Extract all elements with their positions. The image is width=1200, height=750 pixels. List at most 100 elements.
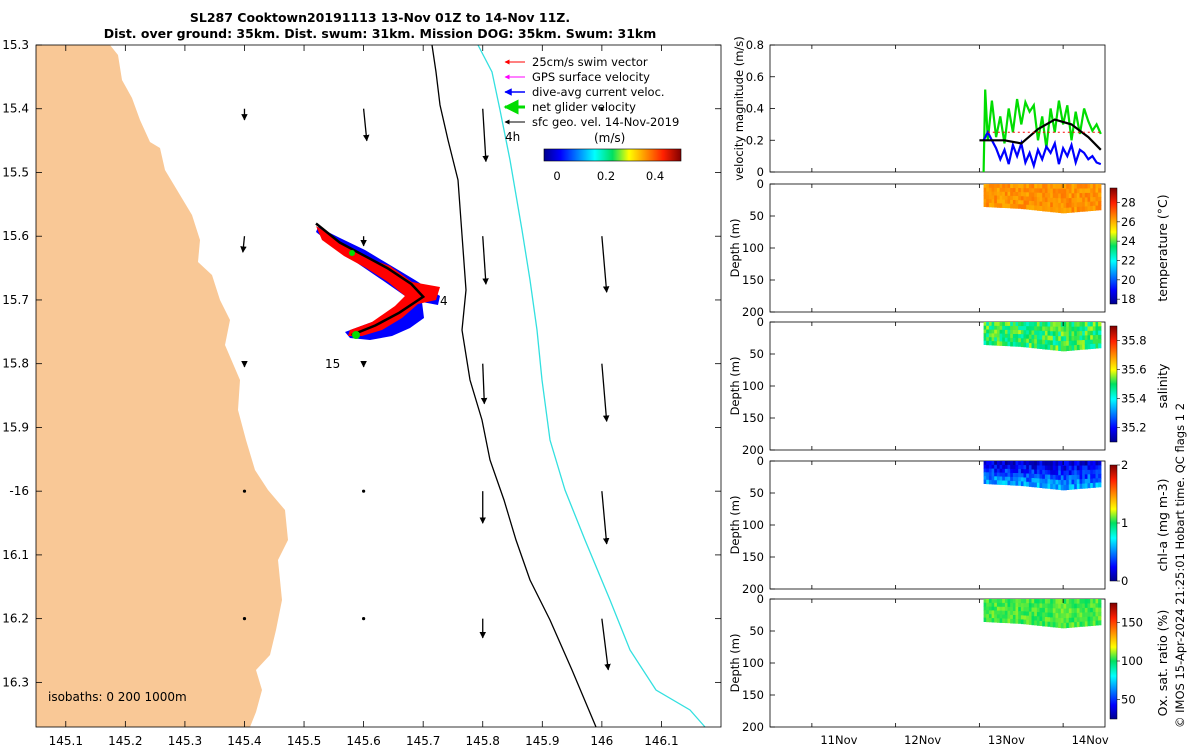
- profile-cell: [1079, 340, 1083, 346]
- profile-cell: [1002, 203, 1006, 208]
- profile-cell: [1012, 188, 1017, 193]
- colorbar-tick-label: 35.6: [1121, 363, 1147, 377]
- profile-cell: [1007, 480, 1011, 486]
- profile-cell: [1036, 607, 1041, 613]
- profile-cell: [1082, 184, 1086, 190]
- profile-cell: [1066, 470, 1070, 476]
- profile-cell: [1076, 470, 1081, 476]
- y-tick-label: 200: [742, 305, 764, 319]
- y-tick-label: -16: [9, 484, 29, 498]
- profile-cell: [1007, 461, 1011, 466]
- profile-cell: [1031, 196, 1035, 202]
- profile-cell: [1063, 203, 1067, 209]
- profile-cell: [1090, 197, 1094, 203]
- profile-cell: [991, 476, 995, 481]
- profile-cell: [996, 476, 1001, 481]
- y-tick-label: 0.4: [746, 102, 764, 116]
- profile-cell: [1076, 206, 1081, 213]
- profile-cell: [1087, 612, 1091, 618]
- profile-cell: [1082, 193, 1086, 199]
- profile-cell: [994, 606, 998, 612]
- profile-cell: [1023, 200, 1027, 206]
- profile-cell: [1098, 465, 1102, 471]
- legend-label: net glider velocity: [532, 100, 636, 114]
- profile-cell: [1004, 468, 1009, 474]
- y-tick-label: 15.4: [2, 102, 29, 116]
- profile-cell: [1058, 599, 1062, 605]
- profile-cell: [1063, 618, 1067, 624]
- profile-cell: [1023, 322, 1027, 327]
- profile-cell: [1052, 474, 1057, 481]
- profile-cell: [1007, 614, 1011, 620]
- profile-cell: [1015, 611, 1019, 616]
- profile-cell: [1002, 191, 1006, 197]
- profile-cell: [1095, 478, 1099, 484]
- profile-cell: [1042, 599, 1046, 605]
- profile-cell: [1055, 475, 1059, 481]
- profile-cell: [1079, 621, 1083, 627]
- profile-cell: [1034, 603, 1038, 609]
- profile-cell: [1028, 603, 1033, 608]
- net-glider-track-line: [315, 222, 426, 337]
- profile-cell: [1076, 322, 1081, 328]
- profile-cell: [1026, 603, 1030, 608]
- profile-cell: [1044, 479, 1049, 485]
- profile-cell: [1042, 465, 1046, 471]
- profile-cell: [1098, 607, 1102, 613]
- profile-cell: [1063, 345, 1067, 352]
- profile-cell: [1028, 205, 1033, 210]
- profile-cell: [1047, 331, 1051, 337]
- profile-cell: [1036, 205, 1041, 211]
- profile-cell: [991, 480, 995, 485]
- profile-cell: [1063, 184, 1067, 190]
- profile-cell: [999, 618, 1003, 623]
- profile-cell: [1063, 475, 1067, 481]
- colorbar-tick-label: 26: [1121, 215, 1136, 229]
- y-tick-label: 15.9: [2, 420, 29, 434]
- profile-cell: [1074, 617, 1078, 623]
- profile-cell: [999, 476, 1003, 481]
- profile-cell: [1098, 603, 1102, 609]
- profile-cell: [1060, 345, 1065, 352]
- profile-cell: [1060, 484, 1065, 491]
- profile-cell: [1020, 615, 1025, 620]
- colorbar-tick-label: 100: [1121, 654, 1143, 668]
- profile-cell: [1002, 464, 1006, 470]
- profile-cell: [1082, 206, 1086, 212]
- profile-cell: [1060, 184, 1065, 190]
- profile-cell: [1047, 197, 1051, 203]
- profile-cell: [1076, 599, 1081, 605]
- profile-cell: [988, 472, 993, 477]
- profile-cell: [1042, 339, 1046, 345]
- profile-cell: [1023, 619, 1027, 625]
- profile-cell: [1058, 202, 1062, 209]
- profile-cell: [1034, 465, 1038, 471]
- profile-cell: [1098, 478, 1102, 483]
- profile-cell: [983, 191, 987, 196]
- profile-cell: [988, 340, 993, 346]
- profile-cell: [1015, 326, 1019, 331]
- profile-cell: [1052, 345, 1057, 351]
- profile-cell: [986, 617, 990, 623]
- profile-cell: [1044, 612, 1049, 618]
- profile-cell: [983, 333, 987, 338]
- profile-cell: [1074, 461, 1078, 467]
- profile-cell: [988, 191, 993, 196]
- profile-cell: [1071, 461, 1075, 467]
- profile-cell: [1068, 603, 1073, 609]
- profile-cell: [1026, 607, 1030, 613]
- profile-cell: [1047, 603, 1051, 609]
- profile-cell: [1042, 322, 1046, 328]
- profile-cell: [1023, 326, 1027, 331]
- profile-cell: [1071, 475, 1075, 481]
- profile-cell: [1031, 205, 1035, 211]
- profile-cell: [1042, 478, 1046, 484]
- profile-cell: [1007, 337, 1011, 343]
- profile-cell: [1066, 608, 1070, 614]
- profile-cell: [1098, 188, 1102, 194]
- profile-cell: [1012, 184, 1017, 189]
- profile-cell: [1034, 196, 1038, 202]
- profile-cell: [1098, 334, 1102, 340]
- profile-cell: [1063, 461, 1067, 467]
- profile-cell: [994, 480, 998, 485]
